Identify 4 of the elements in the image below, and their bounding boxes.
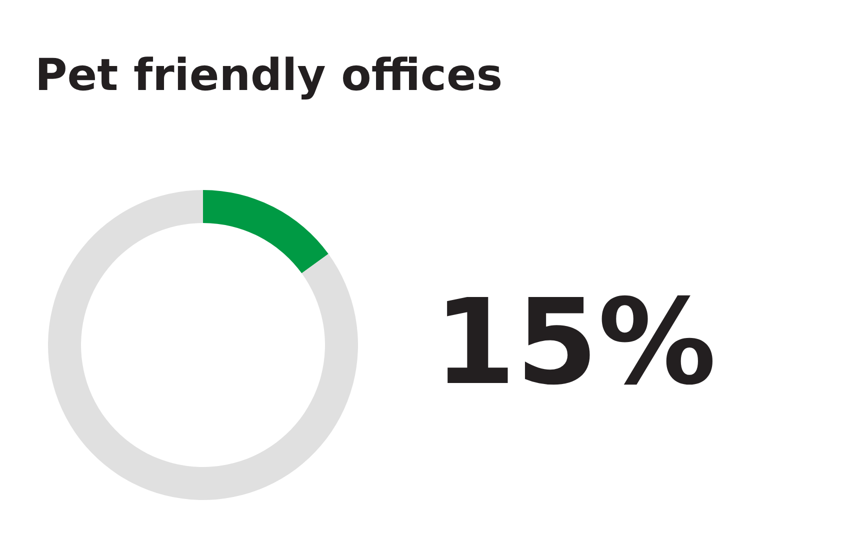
chart-title: Pet friendly offices [35, 50, 503, 101]
text: 15% [434, 273, 716, 411]
donut-slice [48, 190, 358, 500]
donut-slice [203, 190, 328, 274]
